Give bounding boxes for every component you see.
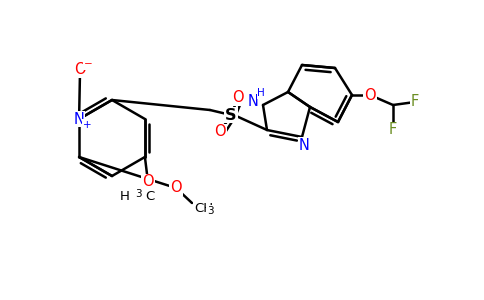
Text: O: O [74,62,86,77]
Text: O: O [232,91,244,106]
Text: C: C [145,190,154,203]
Text: +: + [83,120,91,130]
Text: S: S [225,107,237,122]
Text: 3: 3 [207,206,213,216]
Text: F: F [411,94,419,110]
Text: N: N [299,137,309,152]
Text: O: O [170,181,182,196]
Text: CH: CH [194,202,213,214]
Text: N: N [74,112,85,127]
Text: F: F [389,122,397,137]
Text: H: H [257,88,265,98]
Text: O: O [214,124,226,140]
Text: 3: 3 [135,189,141,199]
Text: O: O [364,88,376,103]
Text: H: H [120,190,130,203]
Text: −: − [84,59,92,69]
Text: N: N [247,94,258,109]
Text: O: O [142,175,154,190]
